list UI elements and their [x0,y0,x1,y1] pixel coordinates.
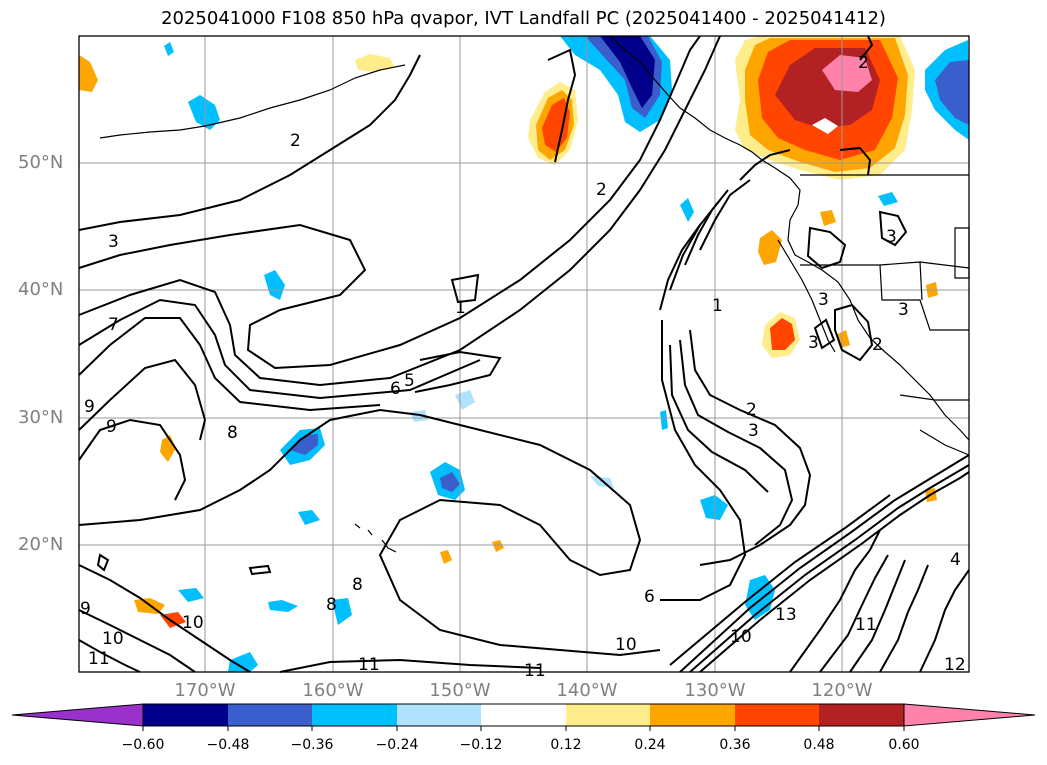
contour-label: 11 [855,615,877,635]
contour-label: 8 [227,423,238,443]
contour-label: 3 [108,232,119,252]
contour-label: 11 [358,655,380,675]
contour-label: 8 [326,595,337,615]
contour-label: 3 [808,333,819,353]
colorbar-tick-label: 0.24 [634,737,666,753]
colorbar-tick-label: −0.24 [375,737,419,753]
colorbar-segment [819,704,904,726]
contour-label: 10 [182,613,204,633]
lon-label: 150°W [429,680,491,701]
colorbar-segment [143,704,228,726]
colorbar-tick-label: −0.48 [206,737,250,753]
contour-label: 3 [898,300,909,320]
lat-label: 30°N [18,407,64,428]
contour-label: 2 [290,131,301,151]
contour-label: 9 [84,397,95,417]
contour-label: 4 [950,550,961,570]
contour-label: 11 [524,661,546,681]
colorbar-segment [735,704,819,726]
lat-label: 20°N [18,534,64,555]
colorbar-segment [397,704,481,726]
colorbar-extend-right [903,703,1036,727]
colorbar-tick-label: −0.60 [121,737,165,753]
colorbar-tick-label: 0.36 [719,737,751,753]
lon-label: 120°W [811,680,873,701]
colorbar-tick-label: 0.12 [550,737,582,753]
contour-label-group: 2 2 3 7 1 6 5 9 9 8 1 2 3 3 3 3 2 6 8 8 … [80,53,966,681]
colorbar-segment [228,704,312,726]
lon-label: 160°W [302,680,364,701]
map-panel: 2 2 3 7 1 6 5 9 9 8 1 2 3 3 3 3 2 6 8 8 … [78,35,970,681]
contour-label: 10 [730,627,752,647]
colorbar-extend-left [11,703,144,727]
map-frame [78,35,970,673]
colorbar-segment [650,704,735,726]
contour-label: 2 [872,335,883,355]
contour-label: 7 [108,315,119,335]
colorbar-tick-label: 0.60 [888,737,920,753]
contour-label: 12 [944,655,966,675]
ivt-contours [78,35,970,673]
contour-label: 10 [615,635,637,655]
coastlines [99,35,970,553]
contour-label: 9 [80,599,91,619]
contour-label: 13 [775,605,797,625]
colorbar-segment [566,704,650,726]
colorbar-segment [312,704,397,726]
qvapor-shading [79,36,969,672]
contour-label: 9 [106,417,117,437]
colorbar [11,703,1036,731]
contour-label: 6 [390,379,401,399]
contour-label: 3 [818,290,829,310]
lat-label: 40°N [18,279,64,300]
colorbar-tick-label: −0.36 [290,737,334,753]
contour-label: 10 [102,629,124,649]
contour-label: 2 [746,400,757,420]
contour-label: 11 [88,649,110,669]
lat-label: 50°N [18,152,64,173]
colorbar-tick-label: −0.12 [459,737,503,753]
contour-label: 1 [712,296,723,316]
colorbar-tick-label: 0.48 [803,737,835,753]
contour-label: 1 [455,298,466,318]
contour-label: 2 [858,53,869,73]
contour-label: 8 [352,575,363,595]
lon-label: 140°W [556,680,618,701]
lon-label: 130°W [684,680,746,701]
colorbar-segment [481,704,566,726]
contour-label: 2 [596,180,607,200]
contour-label: 6 [644,587,655,607]
contour-label: 3 [886,227,897,247]
contour-label: 5 [404,371,415,391]
lon-label: 170°W [174,680,236,701]
contour-label: 3 [748,421,759,441]
map-title: 2025041000 F108 850 hPa qvapor, IVT Land… [161,8,886,29]
